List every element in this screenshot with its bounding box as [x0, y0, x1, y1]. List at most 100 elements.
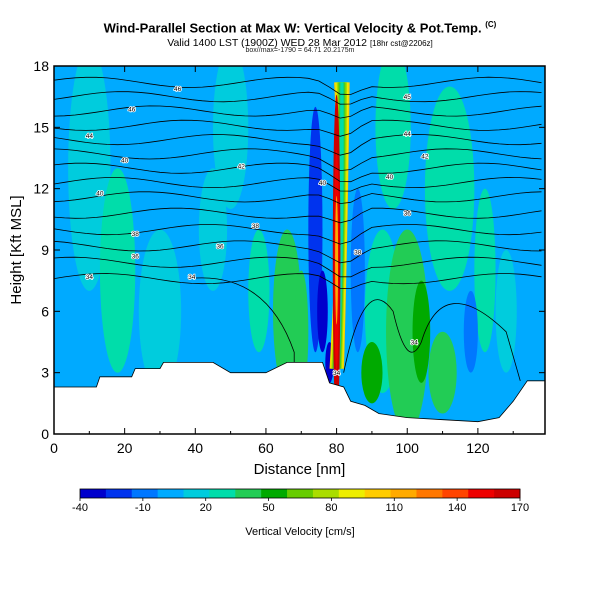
colorbar-segment [287, 489, 314, 498]
velocity-cell [248, 229, 270, 353]
velocity-cell [428, 331, 457, 414]
y-tick-label: 15 [33, 119, 49, 135]
colorbar-segment [468, 489, 495, 498]
velocity-cell [412, 280, 431, 383]
chart-subtitle-small: box//max=-1790 = 64.71 20.2175m [245, 47, 355, 54]
velocity-cell [463, 290, 478, 373]
velocity-cell [424, 86, 475, 291]
x-tick-label: 40 [188, 440, 204, 456]
theta-contour [54, 76, 542, 95]
colorbar-tick-label: 140 [448, 502, 466, 514]
colorbar: -40 -10 20 50 80 110 140 170 Vertical Velocity [… [72, 488, 529, 538]
theta-contour [54, 224, 542, 245]
colorbar-tick-label: 50 [262, 502, 274, 514]
terrain-mask [53, 362, 546, 435]
theta-contour-label: 36 [132, 254, 140, 261]
theta-contour-label: 40 [386, 174, 394, 181]
theta-contour-label: 38 [354, 250, 362, 257]
colorbar-tick-label: 20 [200, 502, 212, 514]
theta-contour-label: 46 [128, 106, 136, 113]
velocity-cell [361, 342, 383, 404]
x-tick-label: 60 [258, 440, 274, 456]
theta-contour-label: 46 [174, 86, 182, 93]
colorbar-segment [183, 489, 210, 498]
colorbar-segment [131, 489, 159, 498]
colorbar-label: Vertical Velocity [cm/s] [245, 526, 354, 538]
theta-contour [54, 162, 542, 183]
colorbar-tick-label: 80 [325, 502, 337, 514]
x-tick-label: 20 [117, 440, 133, 456]
colorbar-segment [157, 489, 185, 498]
theta-contour-label: 40 [319, 180, 327, 187]
theta-contour [54, 148, 542, 172]
theta-contour-label: 44 [404, 131, 412, 138]
y-tick-label: 9 [41, 242, 49, 258]
theta-contour [343, 299, 521, 381]
colorbar-tick-label: -40 [72, 502, 88, 514]
colorbar-segment [390, 489, 417, 498]
y-tick-label: 12 [33, 181, 49, 197]
theta-contour-label: 38 [252, 223, 260, 230]
theta-contour-label: 34 [86, 274, 94, 281]
chart-subtitle: Valid 1400 LST (1900Z) WED 28 Mar 2012 [… [167, 37, 433, 49]
colorbar-segment [416, 489, 443, 498]
theta-contour-label: 44 [86, 133, 94, 140]
y-tick-label: 3 [41, 365, 49, 381]
theta-contour [54, 207, 542, 224]
x-tick-label: 100 [396, 440, 420, 456]
updraft-core [335, 195, 339, 325]
colorbar-segment [209, 489, 236, 498]
velocity-cell [99, 168, 136, 373]
theta-contour [54, 240, 542, 264]
colorbar-segment [312, 489, 340, 498]
title-mark: (C) [485, 20, 497, 29]
theta-contour-label: 34 [411, 340, 419, 347]
theta-contour [54, 256, 542, 278]
theta-contours: 46 45 46 44 44 42 40 42 40 40 40 38 38 36 38 36 36 34 34 34… [54, 76, 542, 381]
theta-contour [54, 191, 542, 205]
theta-contour-label: 42 [238, 164, 246, 171]
colorbar-frame [79, 488, 521, 499]
y-tick-label: 18 [33, 58, 49, 74]
theta-contour-label: 36 [216, 243, 224, 250]
x-tick-label: 0 [50, 440, 58, 456]
velocity-cell [317, 270, 328, 353]
colorbar-segment [105, 489, 133, 498]
theta-contour-label: 42 [421, 153, 429, 160]
velocity-cell [350, 188, 365, 353]
colorbar-segment [80, 489, 107, 498]
theta-contour-label: 40 [121, 158, 129, 165]
theta-contour [54, 134, 542, 156]
colorbar-segment [364, 489, 392, 498]
colorbar-segment [494, 489, 521, 498]
velocity-cell [386, 229, 429, 434]
y-tick-label: 6 [41, 303, 49, 319]
y-tick-label: 0 [41, 426, 49, 442]
y-axis-label: Height [Kft MSL] [8, 195, 25, 304]
theta-contour [54, 119, 542, 137]
theta-contour-label: 34 [333, 370, 341, 377]
velocity-cell [198, 168, 228, 291]
theta-contour-label: 38 [132, 231, 140, 238]
theta-contour-label: 36 [404, 211, 412, 218]
colorbar-segment [338, 489, 366, 498]
x-axis-label: Distance [nm] [254, 461, 346, 478]
theta-contour [54, 105, 542, 119]
colorbar-tick-label: -10 [135, 502, 151, 514]
velocity-cell [495, 250, 517, 373]
colorbar-segment [261, 489, 288, 498]
theta-contour-label: 40 [96, 190, 104, 197]
theta-contour-label: 34 [188, 274, 196, 281]
colorbar-tick-label: 170 [511, 502, 529, 514]
theta-contour [188, 277, 295, 363]
theta-contour [54, 176, 542, 192]
x-tick-label: 80 [329, 440, 345, 456]
x-tick-label: 120 [466, 440, 490, 456]
theta-contour [54, 273, 542, 290]
velocity-cell [138, 229, 182, 394]
colorbar-segment [442, 489, 469, 498]
theta-contour-label: 45 [404, 94, 412, 101]
theta-contour [54, 91, 542, 105]
